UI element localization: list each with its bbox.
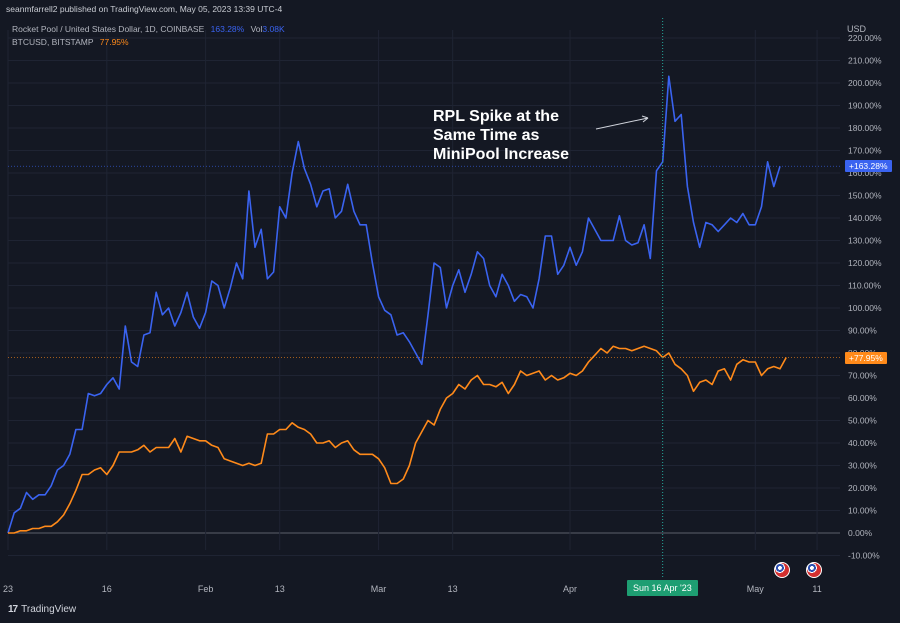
y-tick-label: 170.00% xyxy=(848,146,882,156)
annotation-arrow xyxy=(595,117,649,130)
x-tick-label: 23 xyxy=(3,584,13,594)
x-tick-label: Mar xyxy=(371,584,387,594)
legend-btc-value: 77.95% xyxy=(99,37,129,47)
y-tick-label: 200.00% xyxy=(848,78,882,88)
y-tick-label: 130.00% xyxy=(848,236,882,246)
rpl-last-price-badge: +163.28% xyxy=(845,160,892,173)
y-tick-label: 110.00% xyxy=(848,281,881,291)
legend-rpl-value: 163.28% xyxy=(210,24,245,34)
legend-rpl-vol-label: Vol xyxy=(250,24,263,34)
us-flag-event-icon[interactable] xyxy=(774,562,790,578)
legend-rpl-label: Rocket Pool / United States Dollar, 1D, … xyxy=(12,24,205,34)
tradingview-brand-name: TradingView xyxy=(21,604,77,615)
y-tick-label: -10.00% xyxy=(848,551,880,561)
y-tick-label: 220.00% xyxy=(848,33,882,43)
legend-btc-label: BTCUSD, BITSTAMP xyxy=(12,37,94,47)
y-tick-label: 10.00% xyxy=(848,506,877,516)
legend-rpl[interactable]: Rocket Pool / United States Dollar, 1D, … xyxy=(12,24,285,34)
x-tick-label: 11 xyxy=(812,584,821,594)
crosshair-date-badge: Sun 16 Apr '23 xyxy=(627,580,698,596)
x-tick-label: Apr xyxy=(563,584,577,594)
us-flag-event-icon-2[interactable] xyxy=(806,562,822,578)
x-tick-label: 16 xyxy=(102,584,112,594)
y-tick-label: 20.00% xyxy=(848,483,877,493)
x-tick-label: Feb xyxy=(198,584,214,594)
publisher-line: seanmfarrell2 published on TradingView.c… xyxy=(6,4,283,14)
series-layer xyxy=(7,75,787,534)
axis-currency-label[interactable]: USD xyxy=(846,24,866,34)
y-tick-label: 190.00% xyxy=(848,101,882,111)
y-tick-label: 120.00% xyxy=(848,258,882,268)
y-tick-label: 70.00% xyxy=(848,371,877,381)
y-tick-label: 150.00% xyxy=(848,191,882,201)
y-tick-label: 180.00% xyxy=(848,123,882,133)
y-tick-label: 60.00% xyxy=(848,393,877,403)
y-tick-label: 210.00% xyxy=(848,56,882,66)
x-tick-label: May xyxy=(747,584,765,594)
tradingview-logo-icon: 17 xyxy=(8,604,18,615)
x-tick-label: 13 xyxy=(275,584,285,594)
grid-layer xyxy=(7,30,840,556)
axis-layer: -10.00% 0.00% 10.00% 20.00% 30.00% 40.00% 50.0… xyxy=(3,33,882,594)
series-line-btc xyxy=(8,345,787,534)
legend-rpl-vol-value: 3.08K xyxy=(262,24,285,34)
legend-btc[interactable]: BTCUSD, BITSTAMP 77.95% xyxy=(12,37,129,47)
annotation-arrow-head xyxy=(641,115,649,123)
y-tick-label: 90.00% xyxy=(848,326,877,336)
y-tick-label: 30.00% xyxy=(848,461,877,471)
y-tick-label: 0.00% xyxy=(848,528,873,538)
y-tick-label: 50.00% xyxy=(848,416,877,426)
x-tick-label: 13 xyxy=(448,584,458,594)
y-tick-label: 160.00% xyxy=(848,168,882,178)
y-tick-label: 40.00% xyxy=(848,438,877,448)
series-line-rpl xyxy=(7,75,781,534)
y-tick-label: 140.00% xyxy=(848,213,882,223)
overlay-layer xyxy=(8,18,842,578)
btc-last-price-badge: +77.95% xyxy=(845,351,887,364)
y-tick-label: 100.00% xyxy=(848,303,882,313)
tradingview-brand[interactable]: 17 TradingView xyxy=(8,604,76,615)
annotation-text[interactable]: RPL Spike at the Same Time as MiniPool I… xyxy=(433,108,570,163)
